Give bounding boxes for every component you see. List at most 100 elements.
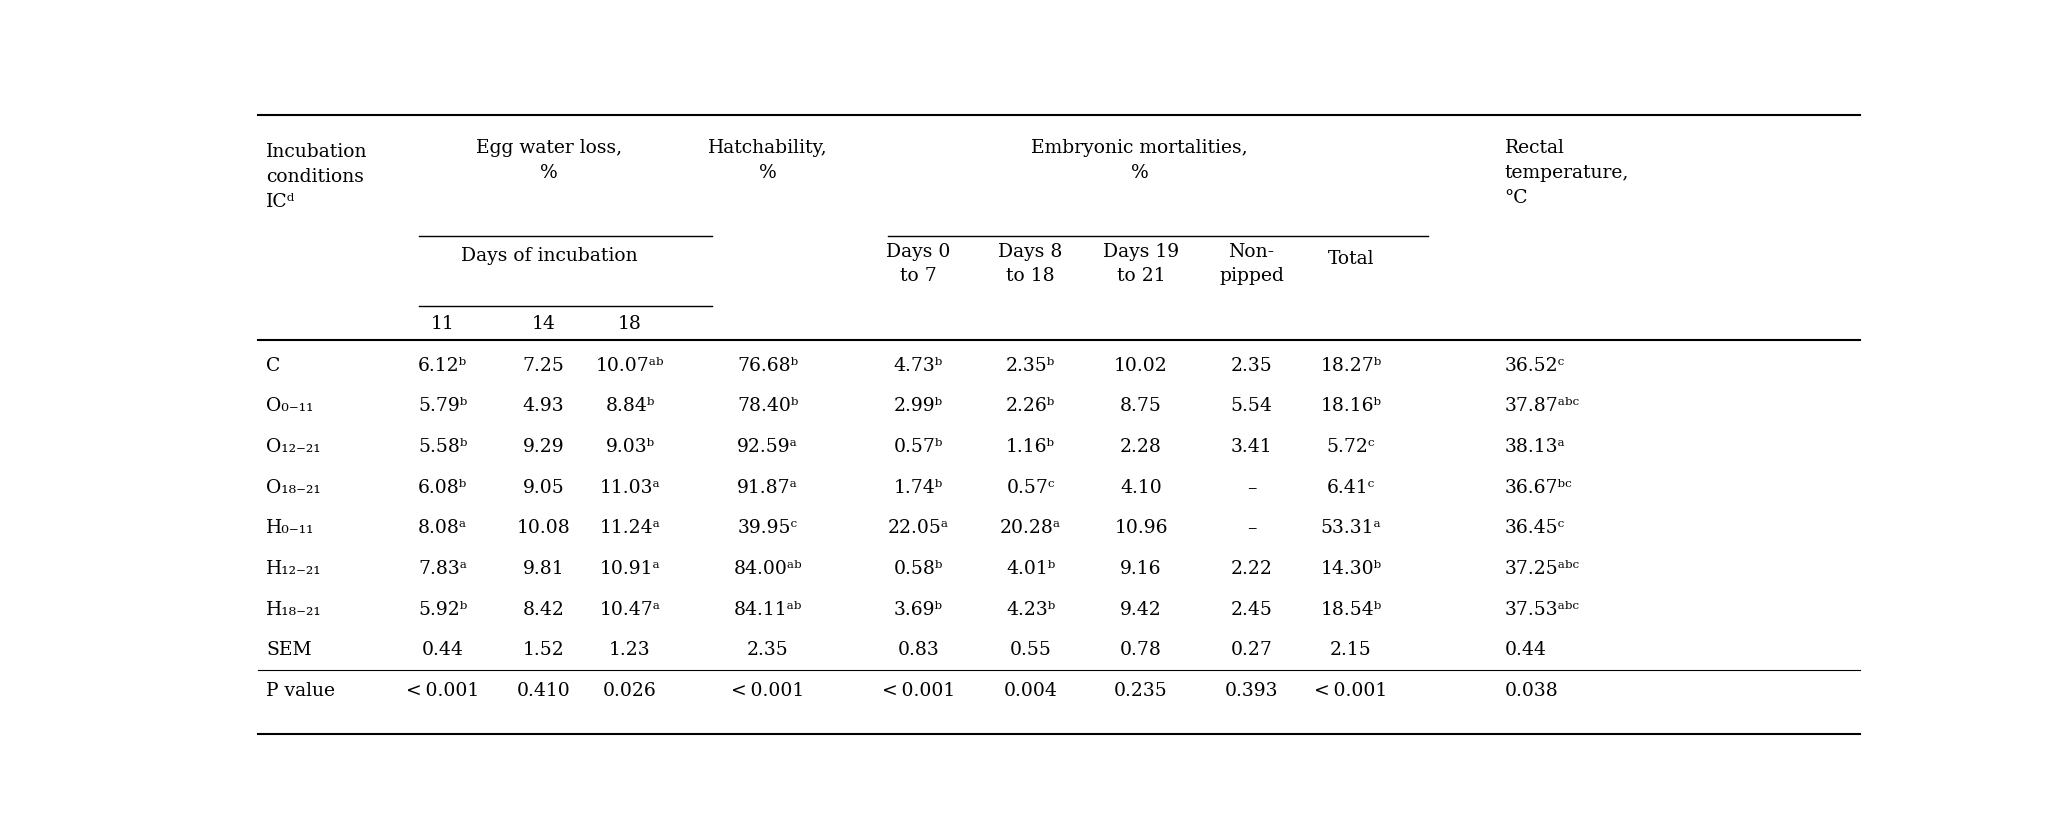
Text: 36.45ᶜ: 36.45ᶜ [1505,519,1565,537]
Text: °C: °C [1505,190,1528,207]
Text: 5.79ᵇ: 5.79ᵇ [418,397,467,415]
Text: 18.54ᵇ: 18.54ᵇ [1321,601,1381,618]
Text: 0.393: 0.393 [1226,682,1277,701]
Text: 38.13ᵃ: 38.13ᵃ [1505,438,1565,456]
Text: to 18: to 18 [1007,268,1054,285]
Text: %: % [759,164,777,182]
Text: 1.23: 1.23 [610,642,651,659]
Text: 53.31ᵃ: 53.31ᵃ [1321,519,1381,537]
Text: Days 0: Days 0 [887,243,951,262]
Text: 2.15: 2.15 [1329,642,1372,659]
Text: –: – [1246,479,1257,497]
Text: 2.45: 2.45 [1230,601,1273,618]
Text: 4.93: 4.93 [523,397,564,415]
Text: 0.44: 0.44 [1505,642,1546,659]
Text: 5.58ᵇ: 5.58ᵇ [418,438,467,456]
Text: ICᵈ: ICᵈ [267,193,296,211]
Text: 18.27ᵇ: 18.27ᵇ [1321,357,1381,374]
Text: 5.54: 5.54 [1230,397,1273,415]
Text: 18: 18 [618,315,643,333]
Text: 1.16ᵇ: 1.16ᵇ [1007,438,1054,456]
Text: 7.25: 7.25 [523,357,564,374]
Text: 91.87ᵃ: 91.87ᵃ [738,479,798,497]
Text: 2.35: 2.35 [746,642,790,659]
Text: 0.57ᵇ: 0.57ᵇ [893,438,943,456]
Text: H₁₂₋₂₁: H₁₂₋₂₁ [267,560,322,578]
Text: 10.02: 10.02 [1114,357,1168,374]
Text: SEM: SEM [267,642,312,659]
Text: 0.57ᶜ: 0.57ᶜ [1007,479,1054,497]
Text: 14: 14 [531,315,556,333]
Text: Non-: Non- [1228,243,1275,262]
Text: 2.26ᵇ: 2.26ᵇ [1007,397,1054,415]
Text: 1.52: 1.52 [523,642,564,659]
Text: 4.01ᵇ: 4.01ᵇ [1007,560,1054,578]
Text: O₁₂₋₂₁: O₁₂₋₂₁ [267,438,320,456]
Text: 9.16: 9.16 [1120,560,1162,578]
Text: –: – [1246,519,1257,537]
Text: 9.05: 9.05 [523,479,564,497]
Text: 6.41ᶜ: 6.41ᶜ [1327,479,1375,497]
Text: < 0.001: < 0.001 [732,682,804,701]
Text: 0.026: 0.026 [604,682,657,701]
Text: pipped: pipped [1220,268,1284,285]
Text: Rectal: Rectal [1505,138,1565,157]
Text: P value: P value [267,682,335,701]
Text: 10.07ᵃᵇ: 10.07ᵃᵇ [595,357,664,374]
Text: 10.08: 10.08 [517,519,570,537]
Text: 2.35: 2.35 [1230,357,1273,374]
Text: 5.92ᵇ: 5.92ᵇ [418,601,467,618]
Text: 10.91ᵃ: 10.91ᵃ [599,560,659,578]
Text: 0.58ᵇ: 0.58ᵇ [893,560,943,578]
Text: 2.99ᵇ: 2.99ᵇ [893,397,943,415]
Text: 0.410: 0.410 [517,682,570,701]
Text: 92.59ᵃ: 92.59ᵃ [738,438,798,456]
Text: Embryonic mortalities,: Embryonic mortalities, [1031,138,1248,157]
Text: 37.25ᵃᵇᶜ: 37.25ᵃᵇᶜ [1505,560,1579,578]
Text: Hatchability,: Hatchability, [709,138,827,157]
Text: Total: Total [1327,250,1375,268]
Text: 11.03ᵃ: 11.03ᵃ [599,479,659,497]
Text: < 0.001: < 0.001 [883,682,955,701]
Text: 36.52ᶜ: 36.52ᶜ [1505,357,1565,374]
Text: < 0.001: < 0.001 [1315,682,1387,701]
Text: 6.12ᵇ: 6.12ᵇ [418,357,467,374]
Text: < 0.001: < 0.001 [405,682,480,701]
Text: 2.28: 2.28 [1120,438,1162,456]
Text: 0.78: 0.78 [1120,642,1162,659]
Text: 9.81: 9.81 [523,560,564,578]
Text: 20.28ᵃ: 20.28ᵃ [1000,519,1060,537]
Text: O₁₈₋₂₁: O₁₈₋₂₁ [267,479,320,497]
Text: 6.08ᵇ: 6.08ᵇ [418,479,467,497]
Text: 84.11ᵃᵇ: 84.11ᵃᵇ [734,601,802,618]
Text: 22.05ᵃ: 22.05ᵃ [889,519,949,537]
Text: 2.35ᵇ: 2.35ᵇ [1007,357,1054,374]
Text: 11.24ᵃ: 11.24ᵃ [599,519,661,537]
Text: 5.72ᶜ: 5.72ᶜ [1327,438,1375,456]
Text: 84.00ᵃᵇ: 84.00ᵃᵇ [734,560,802,578]
Text: 1.74ᵇ: 1.74ᵇ [893,479,943,497]
Text: 37.53ᵃᵇᶜ: 37.53ᵃᵇᶜ [1505,601,1579,618]
Text: 10.96: 10.96 [1114,519,1168,537]
Text: Egg water loss,: Egg water loss, [475,138,622,157]
Text: 4.10: 4.10 [1120,479,1162,497]
Text: 39.95ᶜ: 39.95ᶜ [738,519,798,537]
Text: 0.038: 0.038 [1505,682,1559,701]
Text: temperature,: temperature, [1505,164,1629,182]
Text: 4.73ᵇ: 4.73ᵇ [893,357,943,374]
Text: 18.16ᵇ: 18.16ᵇ [1321,397,1381,415]
Text: 0.55: 0.55 [1009,642,1052,659]
Text: Days 19: Days 19 [1104,243,1178,262]
Text: 9.42: 9.42 [1120,601,1162,618]
Text: 0.004: 0.004 [1005,682,1058,701]
Text: H₀₋₁₁: H₀₋₁₁ [267,519,314,537]
Text: O₀₋₁₁: O₀₋₁₁ [267,397,314,415]
Text: 36.67ᵇᶜ: 36.67ᵇᶜ [1505,479,1573,497]
Text: 8.84ᵇ: 8.84ᵇ [606,397,655,415]
Text: 0.83: 0.83 [897,642,938,659]
Text: conditions: conditions [267,168,364,186]
Text: Days 8: Days 8 [998,243,1062,262]
Text: C: C [267,357,281,374]
Text: H₁₈₋₂₁: H₁₈₋₂₁ [267,601,322,618]
Text: to 7: to 7 [899,268,936,285]
